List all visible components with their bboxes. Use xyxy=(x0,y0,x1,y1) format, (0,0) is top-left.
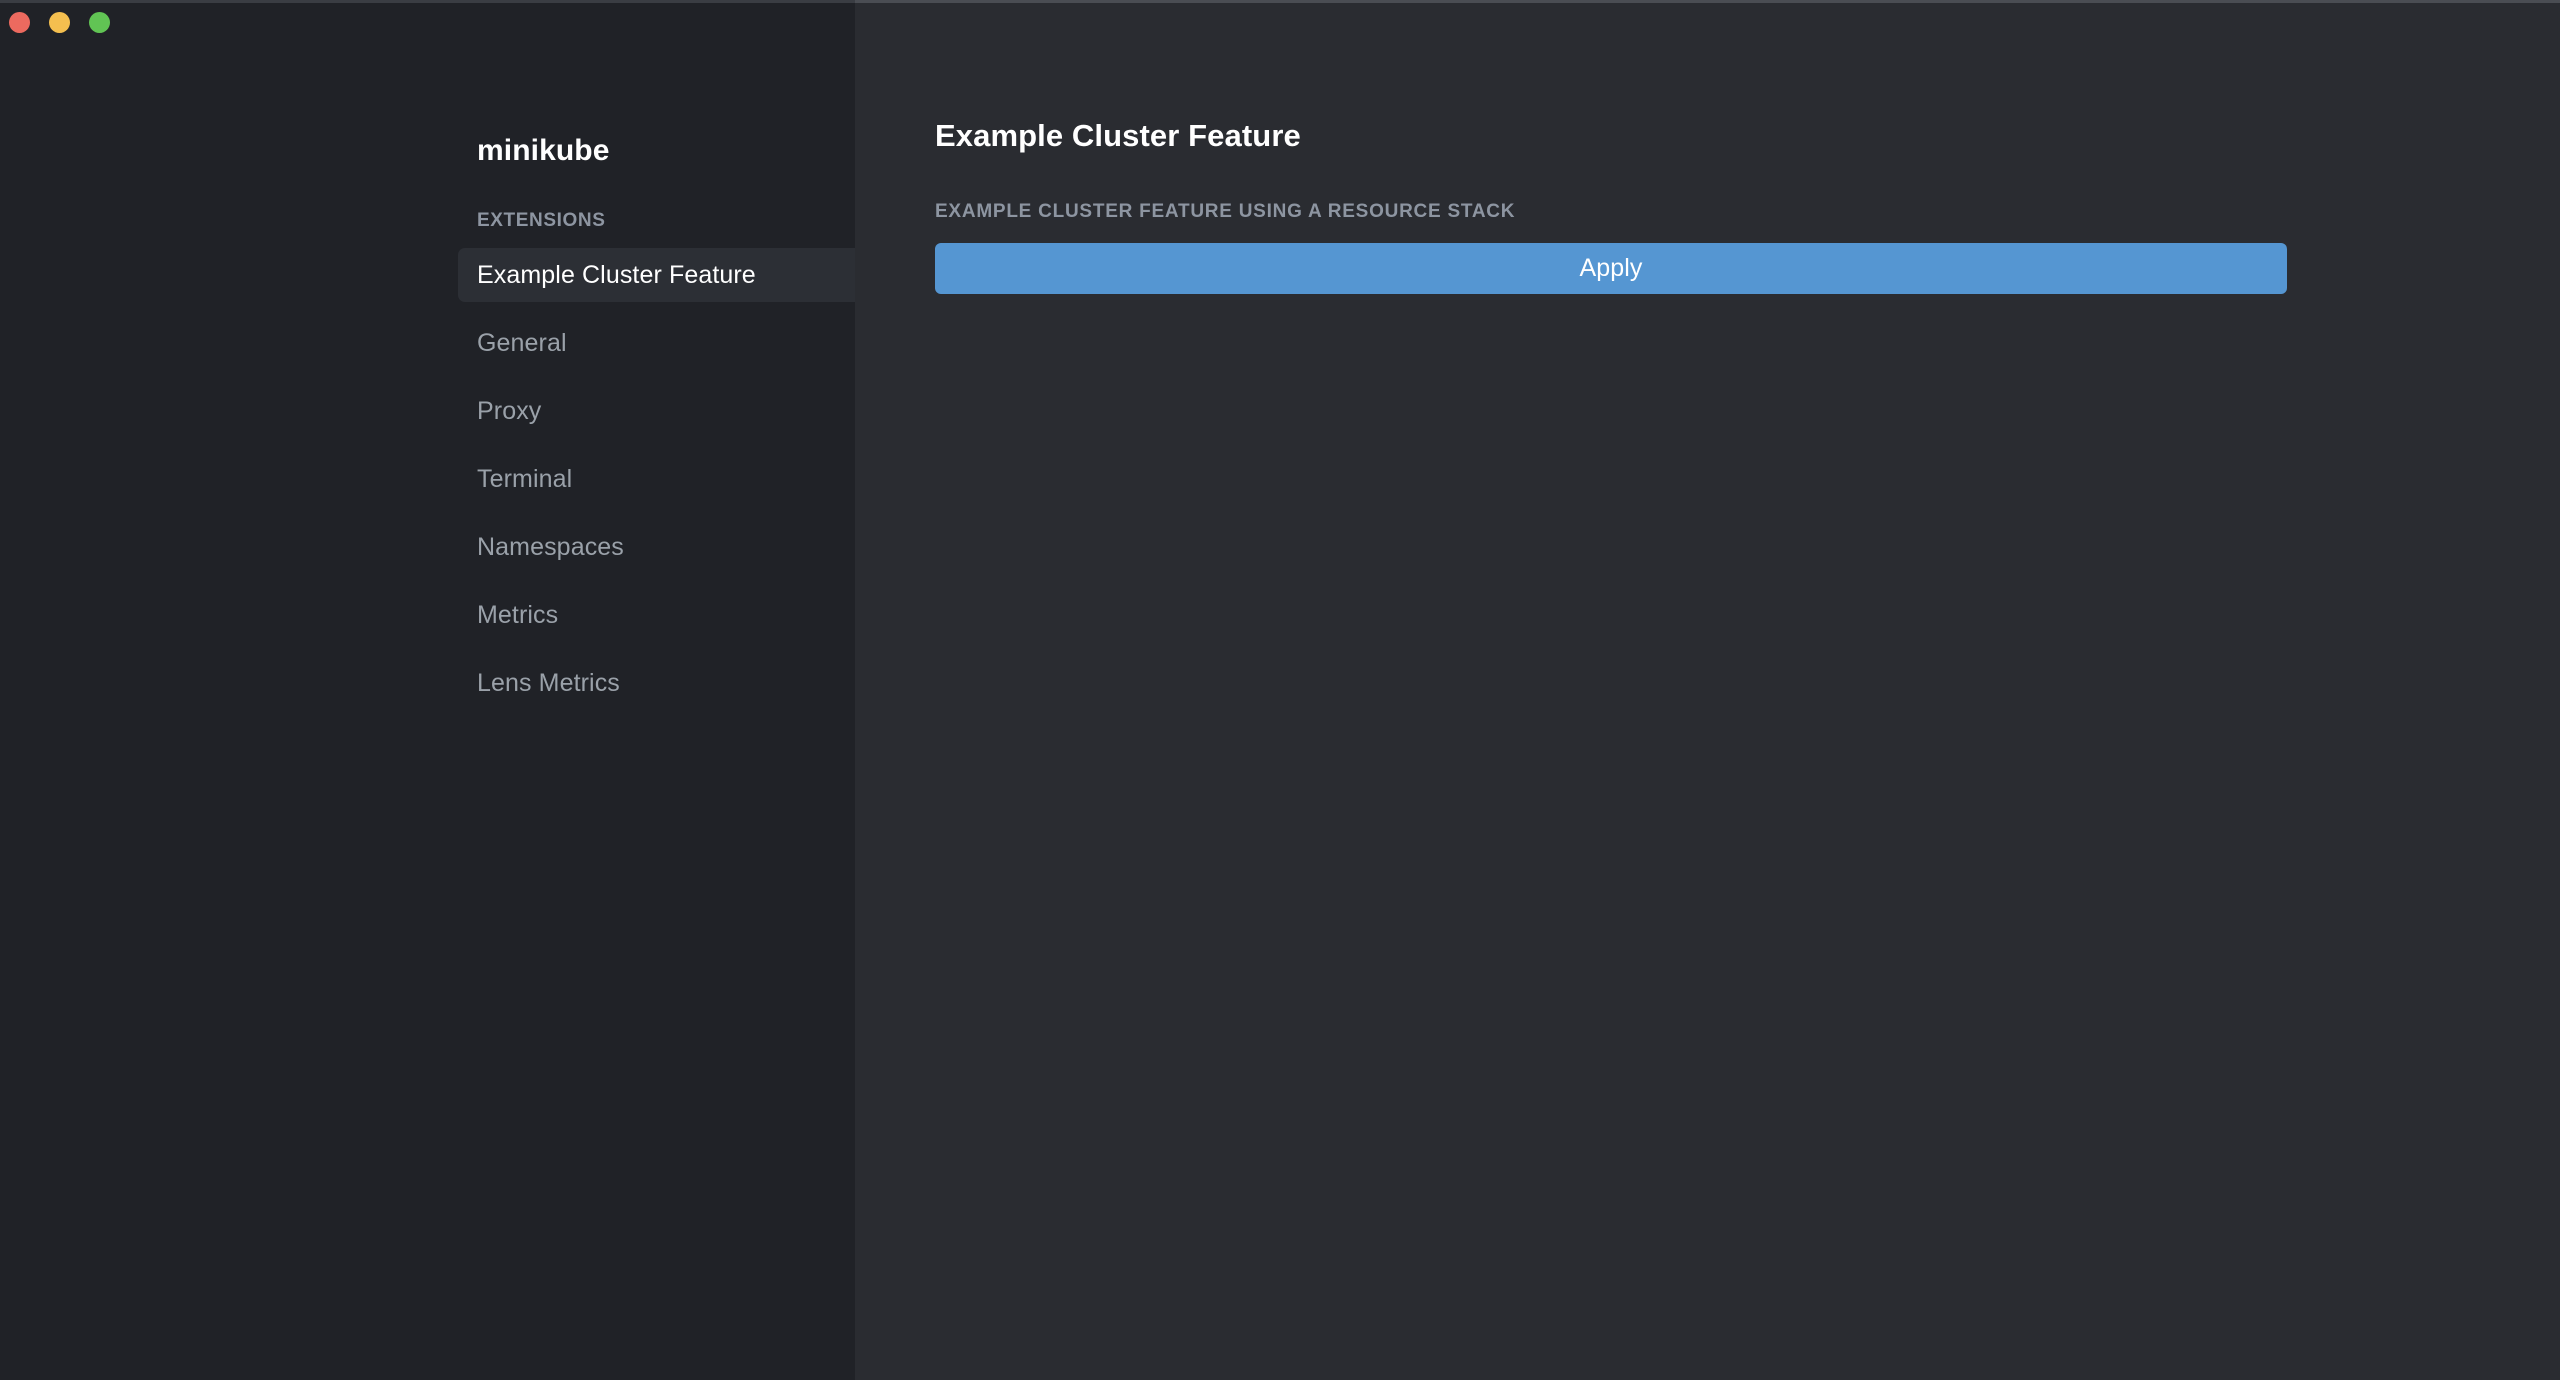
sidebar-item-example-cluster-feature[interactable]: Example Cluster Feature xyxy=(458,248,855,302)
sidebar-item-lens-metrics[interactable]: Lens Metrics xyxy=(458,656,855,710)
sidebar-item-label: Example Cluster Feature xyxy=(477,260,756,289)
sidebar-item-label: Terminal xyxy=(477,464,573,493)
nav-spacer xyxy=(0,574,855,588)
nav-spacer xyxy=(0,302,855,316)
titlebar-strip-right xyxy=(855,0,2560,3)
cluster-name-title: minikube xyxy=(477,134,610,167)
minimize-window-button[interactable] xyxy=(49,12,70,33)
nav-spacer xyxy=(0,642,855,656)
sidebar-item-terminal[interactable]: Terminal xyxy=(458,452,855,506)
titlebar-strip-left xyxy=(0,0,855,3)
sidebar-item-label: Metrics xyxy=(477,600,559,629)
sidebar-item-general[interactable]: General xyxy=(458,316,855,370)
sidebar: minikube EXTENSIONS Example Cluster Feat… xyxy=(0,3,855,1380)
page-title: Example Cluster Feature xyxy=(935,118,1301,153)
window-controls xyxy=(9,12,110,33)
nav-spacer xyxy=(0,506,855,520)
sidebar-item-metrics[interactable]: Metrics xyxy=(458,588,855,642)
sidebar-item-namespaces[interactable]: Namespaces xyxy=(458,520,855,574)
sidebar-item-label: Proxy xyxy=(477,396,542,425)
sidebar-item-label: Namespaces xyxy=(477,532,624,561)
nav-spacer xyxy=(0,438,855,452)
sidebar-item-proxy[interactable]: Proxy xyxy=(458,384,855,438)
sidebar-item-label: Lens Metrics xyxy=(477,668,620,697)
maximize-window-button[interactable] xyxy=(89,12,110,33)
page-subtitle: EXAMPLE CLUSTER FEATURE USING A RESOURCE… xyxy=(935,201,1516,222)
sidebar-nav-list: Example Cluster Feature General Proxy Te… xyxy=(0,248,855,710)
apply-button[interactable]: Apply xyxy=(935,243,2287,294)
close-window-button[interactable] xyxy=(9,12,30,33)
main-content: Example Cluster Feature EXAMPLE CLUSTER … xyxy=(855,3,2560,1380)
nav-spacer xyxy=(0,370,855,384)
sidebar-section-header-extensions: EXTENSIONS xyxy=(477,210,606,231)
sidebar-item-label: General xyxy=(477,328,567,357)
